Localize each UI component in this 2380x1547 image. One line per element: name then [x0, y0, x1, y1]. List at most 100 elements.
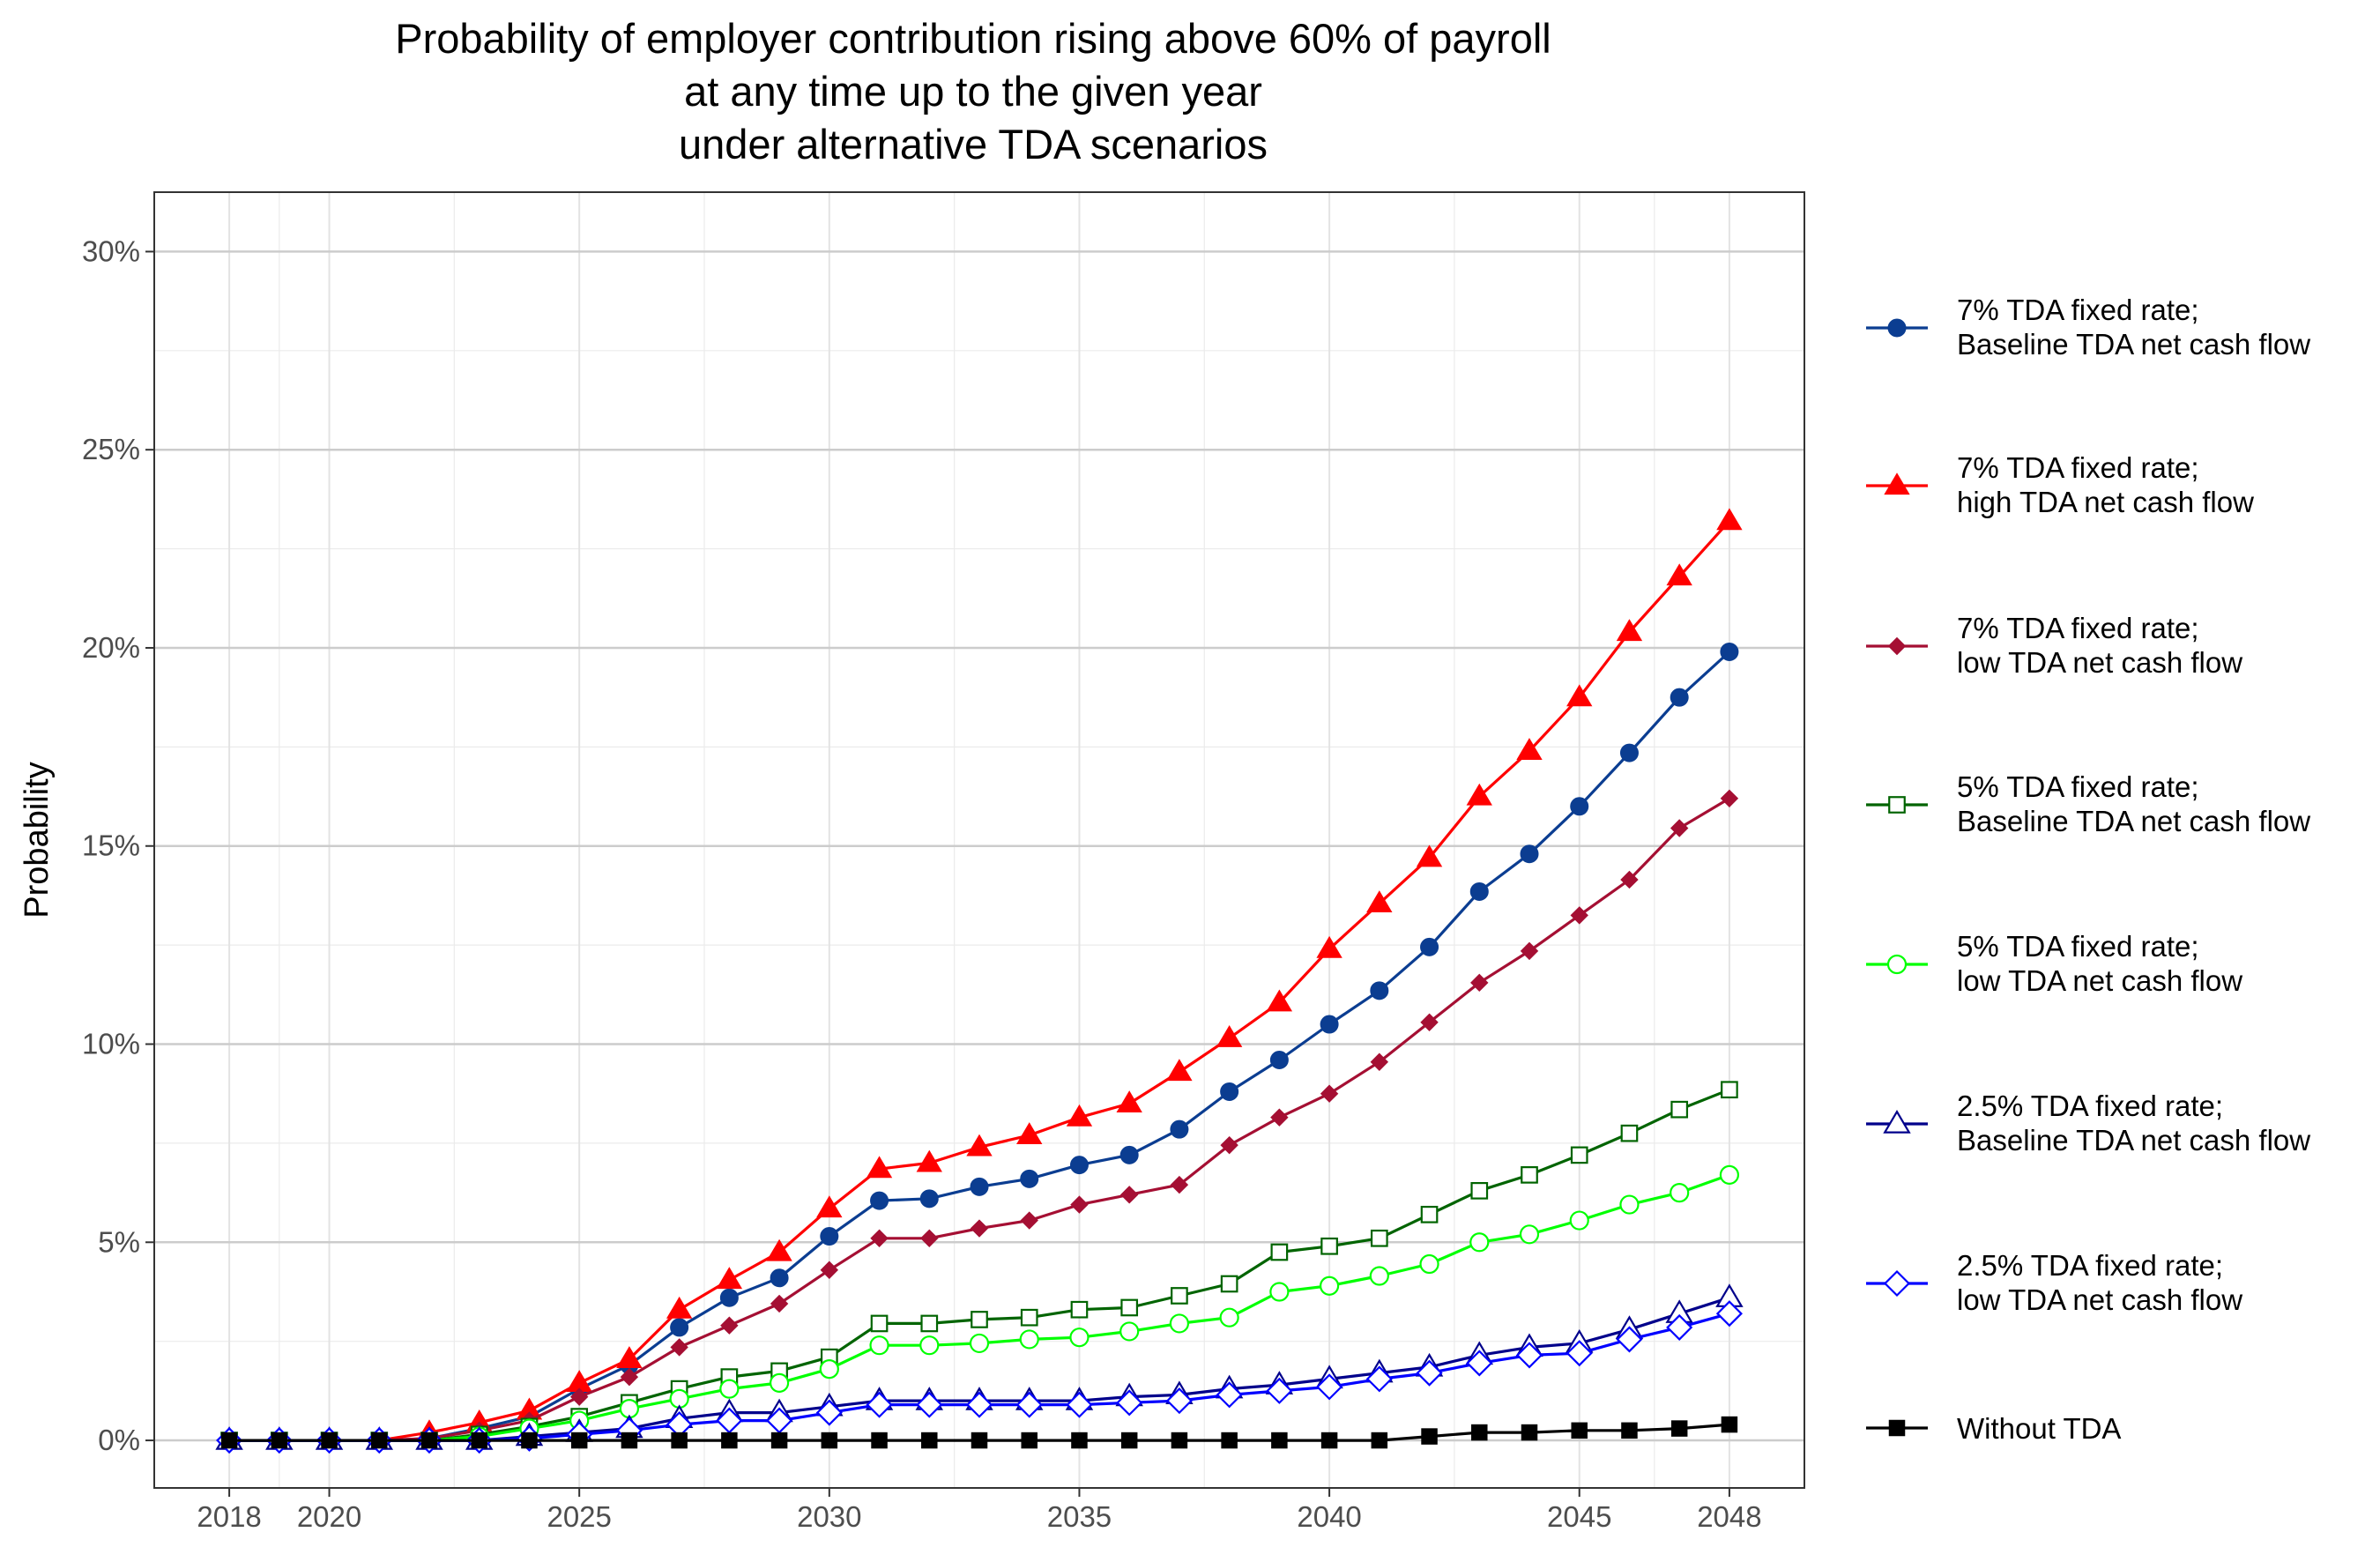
data-point: [1316, 1373, 1343, 1401]
data-point: [1620, 870, 1639, 889]
data-point: [970, 1219, 989, 1238]
data-point: [1616, 619, 1643, 642]
data-point: [916, 1391, 943, 1418]
legend-label: low TDA net cash flow: [1957, 964, 2242, 997]
data-point: [866, 1391, 893, 1418]
legend-key-marker: [1888, 1419, 1906, 1437]
data-point: [1470, 973, 1489, 993]
data-point: [1316, 935, 1342, 958]
data-point: [819, 1359, 839, 1380]
data-point: [1021, 1432, 1038, 1449]
data-point: [1066, 1104, 1093, 1127]
data-point: [1670, 819, 1689, 837]
data-point: [1066, 1391, 1093, 1418]
chart-title: Probability of employer contribution ris…: [395, 15, 1551, 167]
data-point: [820, 1261, 839, 1279]
data-point: [719, 1379, 740, 1399]
data-point: [1270, 1108, 1289, 1127]
data-point: [1116, 1389, 1143, 1417]
data-point: [870, 1314, 889, 1333]
data-point: [966, 1134, 993, 1157]
data-point: [1220, 1082, 1239, 1101]
plot-border: [153, 191, 1805, 1489]
data-point: [1571, 1422, 1588, 1439]
data-point: [1266, 1377, 1293, 1404]
data-point: [1421, 1428, 1438, 1445]
data-point: [1670, 1420, 1688, 1437]
x-tick-label: 2020: [297, 1500, 361, 1533]
data-point: [1069, 1156, 1089, 1175]
legend-label: 5% TDA fixed rate;: [1957, 770, 2199, 803]
data-point: [671, 1432, 688, 1449]
data-point: [1071, 1432, 1088, 1449]
data-point: [1370, 981, 1389, 1000]
x-axis: 2018 2020 2025 2030 2035 2040 2045 2048: [197, 1488, 1762, 1533]
legend-label: 2.5% TDA fixed rate;: [1957, 1090, 2223, 1122]
data-point: [670, 1338, 688, 1357]
data-point: [1469, 1232, 1490, 1253]
legend-label: 7% TDA fixed rate;: [1957, 612, 2199, 644]
series-8: [220, 1416, 1738, 1449]
data-point: [1171, 1432, 1188, 1449]
data-point: [770, 1294, 789, 1313]
data-point: [420, 1432, 438, 1449]
legend-item: 2.5% TDA fixed rate;Baseline TDA net cas…: [1866, 1090, 2310, 1157]
data-point: [720, 1316, 739, 1335]
chart-title-line-1: Probability of employer contribution ris…: [395, 15, 1551, 62]
x-tick-label: 2018: [197, 1500, 261, 1533]
data-point: [871, 1432, 888, 1449]
data-point: [1169, 1313, 1190, 1334]
data-point: [820, 1227, 839, 1246]
data-point: [1670, 1100, 1689, 1119]
data-point: [1220, 1135, 1238, 1155]
data-point: [1020, 1308, 1038, 1327]
data-point: [1721, 1416, 1738, 1433]
data-point: [1520, 844, 1539, 864]
data-point: [816, 1195, 843, 1218]
legend-label: high TDA net cash flow: [1957, 486, 2254, 518]
data-point: [1116, 1090, 1142, 1113]
data-point: [220, 1432, 238, 1449]
data-point: [616, 1346, 643, 1368]
x-tick-label: 2035: [1047, 1500, 1112, 1533]
legend-item: 7% TDA fixed rate;high TDA net cash flow: [1866, 451, 2254, 518]
data-point: [1269, 1282, 1290, 1302]
data-point: [1521, 1166, 1538, 1184]
data-point: [1319, 1276, 1340, 1296]
legend-key-marker: [1886, 954, 1908, 975]
data-point: [1616, 1326, 1643, 1353]
data-point: [1020, 1169, 1039, 1188]
legend-key-marker: [1887, 318, 1907, 338]
legend-item: 2.5% TDA fixed rate;low TDA net cash flo…: [1866, 1249, 2242, 1316]
data-point: [1569, 1210, 1589, 1231]
data-point: [770, 1432, 788, 1449]
chart-title-line-3: under alternative TDA scenarios: [679, 121, 1268, 167]
series-layer: [215, 508, 1744, 1454]
legend: 7% TDA fixed rate;Baseline TDA net cash …: [1866, 294, 2310, 1445]
data-point: [1720, 789, 1739, 808]
y-tick-label: 25%: [82, 433, 140, 465]
data-point: [1016, 1122, 1043, 1145]
data-point: [1320, 1432, 1338, 1449]
data-point: [965, 1391, 993, 1418]
legend-label: 5% TDA fixed rate;: [1957, 930, 2199, 963]
x-tick-label: 2025: [547, 1500, 611, 1533]
data-point: [919, 1189, 939, 1209]
data-point: [321, 1432, 338, 1449]
data-point: [1570, 1146, 1588, 1164]
data-point: [521, 1432, 538, 1449]
legend-label: Without TDA: [1957, 1412, 2121, 1445]
data-point: [371, 1432, 388, 1449]
data-point: [916, 1149, 942, 1172]
legend-label: low TDA net cash flow: [1957, 1283, 2242, 1316]
data-point: [870, 1191, 889, 1210]
data-point: [971, 1311, 988, 1328]
data-point: [1620, 1124, 1639, 1142]
data-point: [670, 1318, 689, 1337]
data-point: [569, 1387, 589, 1406]
legend-label: 2.5% TDA fixed rate;: [1957, 1249, 2223, 1282]
data-point: [666, 1296, 693, 1319]
legend-item: 7% TDA fixed rate;low TDA net cash flow: [1866, 612, 2242, 679]
data-point: [1266, 989, 1293, 1012]
legend-label: low TDA net cash flow: [1957, 646, 2242, 679]
